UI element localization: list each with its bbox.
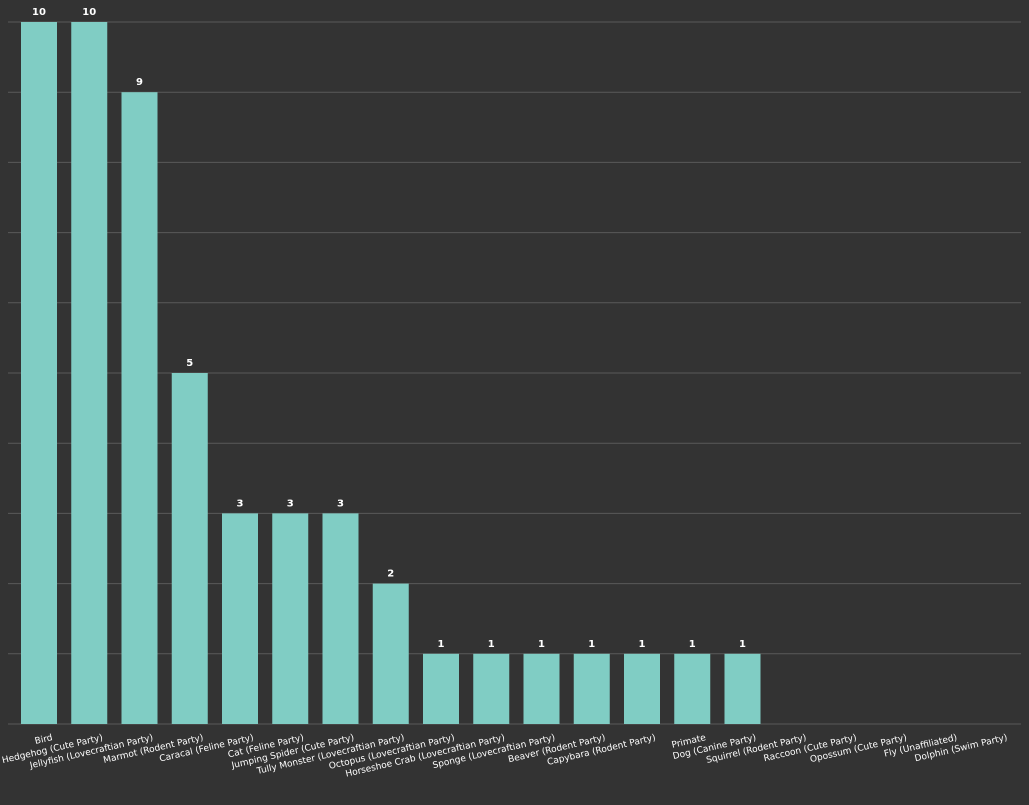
bar <box>322 513 359 724</box>
data-label: 3 <box>237 498 244 509</box>
bar <box>724 653 761 724</box>
data-label: 10 <box>82 7 96 18</box>
bar <box>121 92 158 724</box>
bar <box>272 513 309 724</box>
data-labels: 10 10 9 5 3 3 3 2 1 1 1 1 1 1 1 <box>32 7 746 650</box>
data-label: 9 <box>136 77 143 88</box>
x-tick-label: Bird <box>34 733 54 747</box>
bar <box>573 653 610 724</box>
bar <box>523 653 560 724</box>
data-label: 1 <box>689 639 696 650</box>
data-label: 5 <box>186 358 193 369</box>
bar <box>674 653 711 724</box>
bar <box>222 513 258 724</box>
data-label: 3 <box>287 498 294 509</box>
bar <box>21 22 57 724</box>
data-label: 10 <box>32 7 46 18</box>
bar <box>171 373 208 724</box>
bar <box>71 22 108 724</box>
data-label: 1 <box>488 639 495 650</box>
data-label: 1 <box>639 639 646 650</box>
bar <box>423 653 459 724</box>
bar <box>473 653 510 724</box>
data-label: 3 <box>337 498 344 509</box>
bar <box>372 583 409 724</box>
bars <box>21 22 761 724</box>
data-label: 1 <box>739 639 746 650</box>
data-label: 1 <box>538 639 545 650</box>
data-label: 1 <box>438 639 445 650</box>
data-label: 2 <box>387 569 394 580</box>
bar <box>624 653 660 724</box>
data-label: 1 <box>588 639 595 650</box>
